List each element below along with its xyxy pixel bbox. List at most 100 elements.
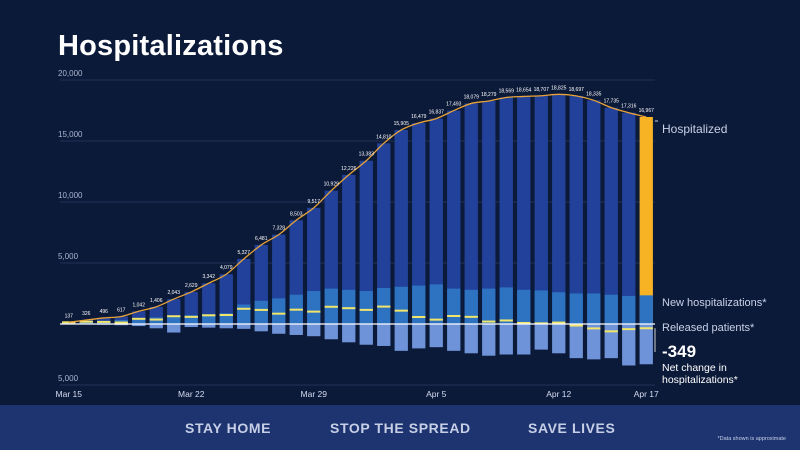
- x-axis-ticks: Mar 15 Mar 22 Mar 29 Apr 5 Apr 12 Apr 17: [56, 389, 660, 399]
- released-bar: [499, 324, 513, 355]
- hospitalized-bar: [447, 110, 461, 324]
- net-change-connector: [654, 120, 658, 352]
- net-change-marker: [272, 312, 286, 315]
- net-change-marker: [394, 309, 408, 312]
- data-label: 16,967: [639, 108, 655, 114]
- data-label: 17,735: [604, 99, 620, 105]
- released-bar: [587, 324, 601, 360]
- data-label: 12,226: [341, 166, 357, 172]
- hospitalized-bar: [499, 97, 513, 325]
- chart-title: Hospitalizations: [58, 30, 284, 62]
- net-change-marker: [499, 319, 513, 322]
- released-bar: [149, 324, 163, 329]
- net-change-marker: [412, 315, 426, 318]
- net-change-marker: [307, 310, 321, 313]
- net-change-caption: Net change in hospitalizations*: [662, 362, 738, 386]
- y-tick-label: 10,000: [58, 191, 83, 200]
- released-bar: [534, 324, 548, 350]
- released-bar: [464, 324, 478, 354]
- hospitalized-bar: [622, 112, 636, 324]
- net-change-marker: [114, 321, 128, 324]
- released-bar: [342, 324, 356, 343]
- released-bar: [167, 324, 181, 333]
- net-change-value: -349: [662, 342, 697, 361]
- data-label: 8,503: [290, 211, 303, 217]
- released-bar: [132, 324, 146, 327]
- new-hospitalization-bar: [237, 304, 251, 324]
- released-patients-label: Released patients*: [662, 322, 755, 334]
- net-change-marker: [464, 315, 478, 318]
- x-tick-label: Mar 15: [56, 389, 83, 399]
- new-hospitalization-bar: [604, 294, 618, 324]
- data-label: 18,697: [569, 87, 585, 93]
- net-change-marker: [429, 318, 443, 321]
- released-bar: [237, 324, 251, 329]
- data-label: 14,810: [376, 134, 392, 140]
- y-axis-ticks: 20,000 15,000 10,000 5,000 5,000: [58, 69, 83, 383]
- released-bar: [114, 324, 128, 326]
- new-hospitalization-bar: [219, 313, 233, 324]
- new-hospitalization-bars: [62, 284, 653, 324]
- net-change-marker: [639, 327, 653, 330]
- hospitalized-label: Hospitalized: [662, 122, 728, 136]
- released-bar: [184, 324, 198, 328]
- released-bar: [307, 324, 321, 337]
- stay-home-link[interactable]: STAY HOME: [185, 420, 272, 436]
- released-bar: [517, 324, 531, 355]
- data-label: 15,905: [394, 121, 410, 127]
- new-hospitalization-bar: [464, 289, 478, 324]
- net-change-marker: [237, 307, 251, 310]
- data-label: 9,517: [307, 199, 320, 205]
- new-hospitalization-bar: [184, 315, 198, 324]
- y-tick-label: 5,000: [58, 374, 79, 383]
- data-label: 2,629: [185, 283, 198, 289]
- released-bar: [289, 324, 303, 335]
- net-change-marker: [79, 320, 93, 323]
- x-tick-label: Apr 5: [426, 389, 447, 399]
- footer-bar: STAY HOME STOP THE SPREAD SAVE LIVES *Da…: [0, 405, 800, 450]
- data-label: 16,479: [411, 114, 427, 120]
- data-label: 137: [65, 313, 74, 319]
- data-label: 617: [117, 307, 126, 313]
- net-change-marker: [97, 320, 111, 323]
- net-change-marker: [377, 305, 391, 308]
- hospitalized-bar: [394, 129, 408, 324]
- new-hospitalization-bar: [412, 285, 426, 324]
- data-label: 17,316: [621, 104, 637, 110]
- new-hospitalization-bar: [499, 287, 513, 324]
- hospitalized-bar: [464, 103, 478, 324]
- data-label: 18,279: [481, 92, 497, 98]
- data-label: 18,335: [586, 91, 602, 97]
- released-bar: [272, 324, 286, 334]
- released-bar: [429, 324, 443, 348]
- net-change-marker: [342, 307, 356, 310]
- new-hospitalization-bar: [359, 291, 373, 324]
- y-tick-label: 20,000: [58, 69, 83, 78]
- net-change-marker: [587, 327, 601, 330]
- y-tick-label: 15,000: [58, 130, 83, 139]
- new-hospitalization-bar: [552, 292, 566, 324]
- hospitalized-bar: [342, 174, 356, 324]
- data-label: 6,481: [255, 236, 268, 242]
- data-label: 326: [82, 311, 91, 317]
- hospitalized-bars: [62, 94, 653, 325]
- net-change-marker: [202, 314, 216, 317]
- data-label: 5,327: [237, 250, 250, 256]
- hospitalized-bar: [517, 96, 531, 324]
- net-change-marker: [604, 330, 618, 333]
- data-label: 2,043: [167, 290, 180, 296]
- net-change-marker: [184, 315, 198, 318]
- released-bar: [324, 324, 338, 340]
- released-bar: [604, 324, 618, 359]
- net-change-marker: [324, 305, 338, 308]
- hospitalized-bar: [377, 143, 391, 324]
- stop-the-spread-link[interactable]: STOP THE SPREAD: [330, 420, 471, 436]
- data-labels: 137 326 496 617 1,042 1,406 2,043 2,629 3,342 4,0…: [65, 85, 655, 319]
- net-change-marker: [622, 328, 636, 331]
- save-lives-link[interactable]: SAVE LIVES: [528, 420, 616, 436]
- y-tick-label: 5,000: [58, 252, 79, 261]
- net-change-markers: [62, 305, 653, 333]
- data-label: 16,837: [429, 110, 445, 116]
- hospitalized-bar: [219, 274, 233, 324]
- hospitalized-bar: [412, 122, 426, 324]
